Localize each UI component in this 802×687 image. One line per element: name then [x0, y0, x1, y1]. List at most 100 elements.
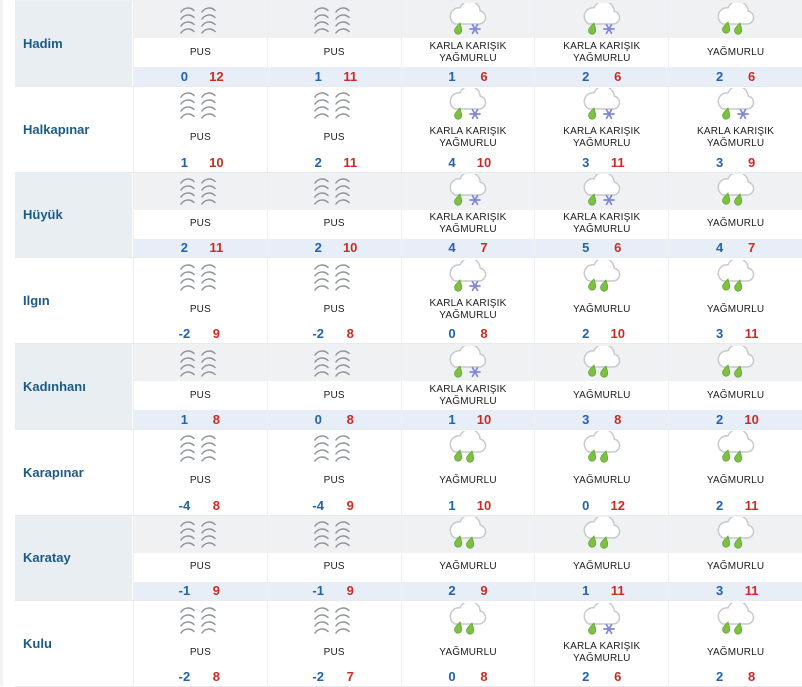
condition-label: YAĞMURLU: [706, 389, 765, 401]
sleet-icon: [442, 259, 494, 294]
condition-label: PUS: [323, 218, 345, 229]
forecast-cell: YAĞMURLU 2 9: [400, 515, 535, 601]
rain-icon: [576, 259, 628, 294]
forecast-cell: PUS -2 8: [133, 601, 267, 686]
fog-icon: [179, 434, 221, 462]
max-temp: 11: [610, 583, 625, 599]
icon-strip: [402, 87, 535, 124]
min-temp: 1: [448, 68, 456, 84]
max-temp: 10: [476, 154, 492, 170]
temperature-pair: 1 10: [402, 496, 535, 515]
icon-strip: [535, 258, 668, 295]
max-temp: 11: [744, 497, 759, 513]
icon-strip: [669, 430, 802, 467]
temperature-pair: 1 11: [535, 581, 669, 601]
min-temp: 2: [314, 240, 322, 256]
forecast-row: Karatay PUS -1 9 PUS -1 9 YAĞMURLU 2 9 YAĞMURLU 1 11…: [15, 515, 802, 602]
min-temp: 0: [448, 669, 456, 685]
icon-strip: [669, 515, 802, 553]
min-temp: -4: [312, 497, 324, 513]
condition-label: PUS: [189, 389, 211, 401]
rain-icon: [576, 431, 628, 465]
icon-strip: [268, 430, 401, 467]
temperature-pair: 1 11: [267, 67, 401, 86]
rain-icon: [710, 517, 762, 551]
max-temp: 7: [480, 240, 488, 256]
icon-strip: [401, 344, 535, 381]
temperature-pair: -1 9: [134, 581, 267, 601]
condition-label: YAĞMURLU: [706, 46, 765, 58]
fog-icon: [179, 263, 221, 291]
temperature-pair: -4 8: [134, 496, 267, 515]
rain-icon: [710, 602, 762, 637]
max-temp: 10: [342, 240, 358, 256]
condition-label: YAĞMURLU: [439, 646, 497, 658]
icon-strip: [669, 344, 802, 381]
fog-icon: [313, 91, 355, 119]
condition-label: YAĞMURLU: [573, 475, 631, 487]
max-temp: 8: [212, 669, 220, 685]
forecast-cell: YAĞMURLU 2 10: [668, 344, 802, 429]
forecast-row: Hüyük PUS 2 11 PUS 2 10 KARLA KARIŞIK YAĞMURLU 4…: [15, 172, 802, 259]
max-temp: 11: [610, 154, 625, 170]
icon-strip: [402, 258, 535, 295]
min-temp: 2: [582, 68, 590, 84]
fog-icon: [313, 6, 355, 34]
temperature-pair: 3 11: [535, 153, 668, 172]
min-temp: 1: [314, 68, 322, 84]
forecast-cell: PUS 1 11: [266, 1, 401, 86]
icon-strip: [669, 258, 802, 295]
condition-label: PUS: [189, 303, 211, 315]
forecast-cell: YAĞMURLU 0 12: [534, 429, 668, 515]
icon-strip: [535, 1, 669, 38]
min-temp: 2: [715, 411, 724, 427]
min-temp: 4: [448, 154, 456, 170]
temperature-pair: 2 11: [134, 238, 267, 258]
icon-strip: [267, 515, 401, 553]
rain-icon: [710, 345, 762, 380]
max-temp: 9: [212, 326, 220, 342]
max-temp: 7: [346, 669, 354, 685]
condition-label: PUS: [323, 475, 345, 487]
rain-icon: [710, 259, 762, 294]
weather-forecast-page: Hadim PUS 0 12 PUS 1 11 KARLA KARIŞIK YAĞMURLU 1…: [3, 0, 802, 687]
min-temp: -2: [178, 669, 191, 685]
forecast-cell: PUS -1 9: [266, 515, 401, 601]
forecast-cell: YAĞMURLU 4 7: [668, 172, 802, 258]
min-temp: 1: [180, 411, 188, 427]
icon-strip: [535, 601, 668, 638]
fog-icon: [179, 349, 221, 377]
temperature-pair: -2 8: [268, 324, 401, 343]
condition-label: PUS: [189, 46, 211, 58]
district-label: Hadim: [15, 1, 133, 86]
temperature-pair: 2 10: [267, 238, 401, 258]
temperature-pair: 1 10: [401, 410, 535, 429]
condition-label: KARLA KARIŞIK YAĞMURLU: [563, 212, 641, 235]
min-temp: 2: [448, 583, 456, 599]
condition-label: PUS: [323, 46, 345, 58]
condition-label: PUS: [189, 132, 211, 144]
sleet-icon: [442, 2, 494, 37]
forecast-cell: KARLA KARIŞIK YAĞMURLU 4 7: [400, 172, 535, 258]
max-temp: 12: [610, 497, 626, 513]
max-temp: 6: [480, 68, 488, 84]
rain-icon: [442, 431, 494, 465]
condition-label: YAĞMURLU: [706, 475, 765, 487]
forecast-cell: KARLA KARIŞIK YAĞMURLU 4 10: [400, 86, 535, 172]
temperature-pair: 2 10: [535, 324, 668, 343]
condition-label: PUS: [323, 561, 345, 572]
temperature-pair: 1 10: [134, 153, 267, 172]
max-temp: 8: [480, 326, 488, 342]
min-temp: -1: [312, 583, 324, 599]
forecast-cell: PUS -4 9: [266, 429, 401, 515]
fog-icon: [179, 520, 221, 548]
icon-strip: [401, 515, 535, 553]
min-temp: -2: [312, 326, 324, 342]
icon-strip: [401, 172, 535, 210]
forecast-cell: PUS 1 8: [133, 344, 267, 429]
condition-label: KARLA KARIŞIK YAĞMURLU: [563, 40, 641, 64]
